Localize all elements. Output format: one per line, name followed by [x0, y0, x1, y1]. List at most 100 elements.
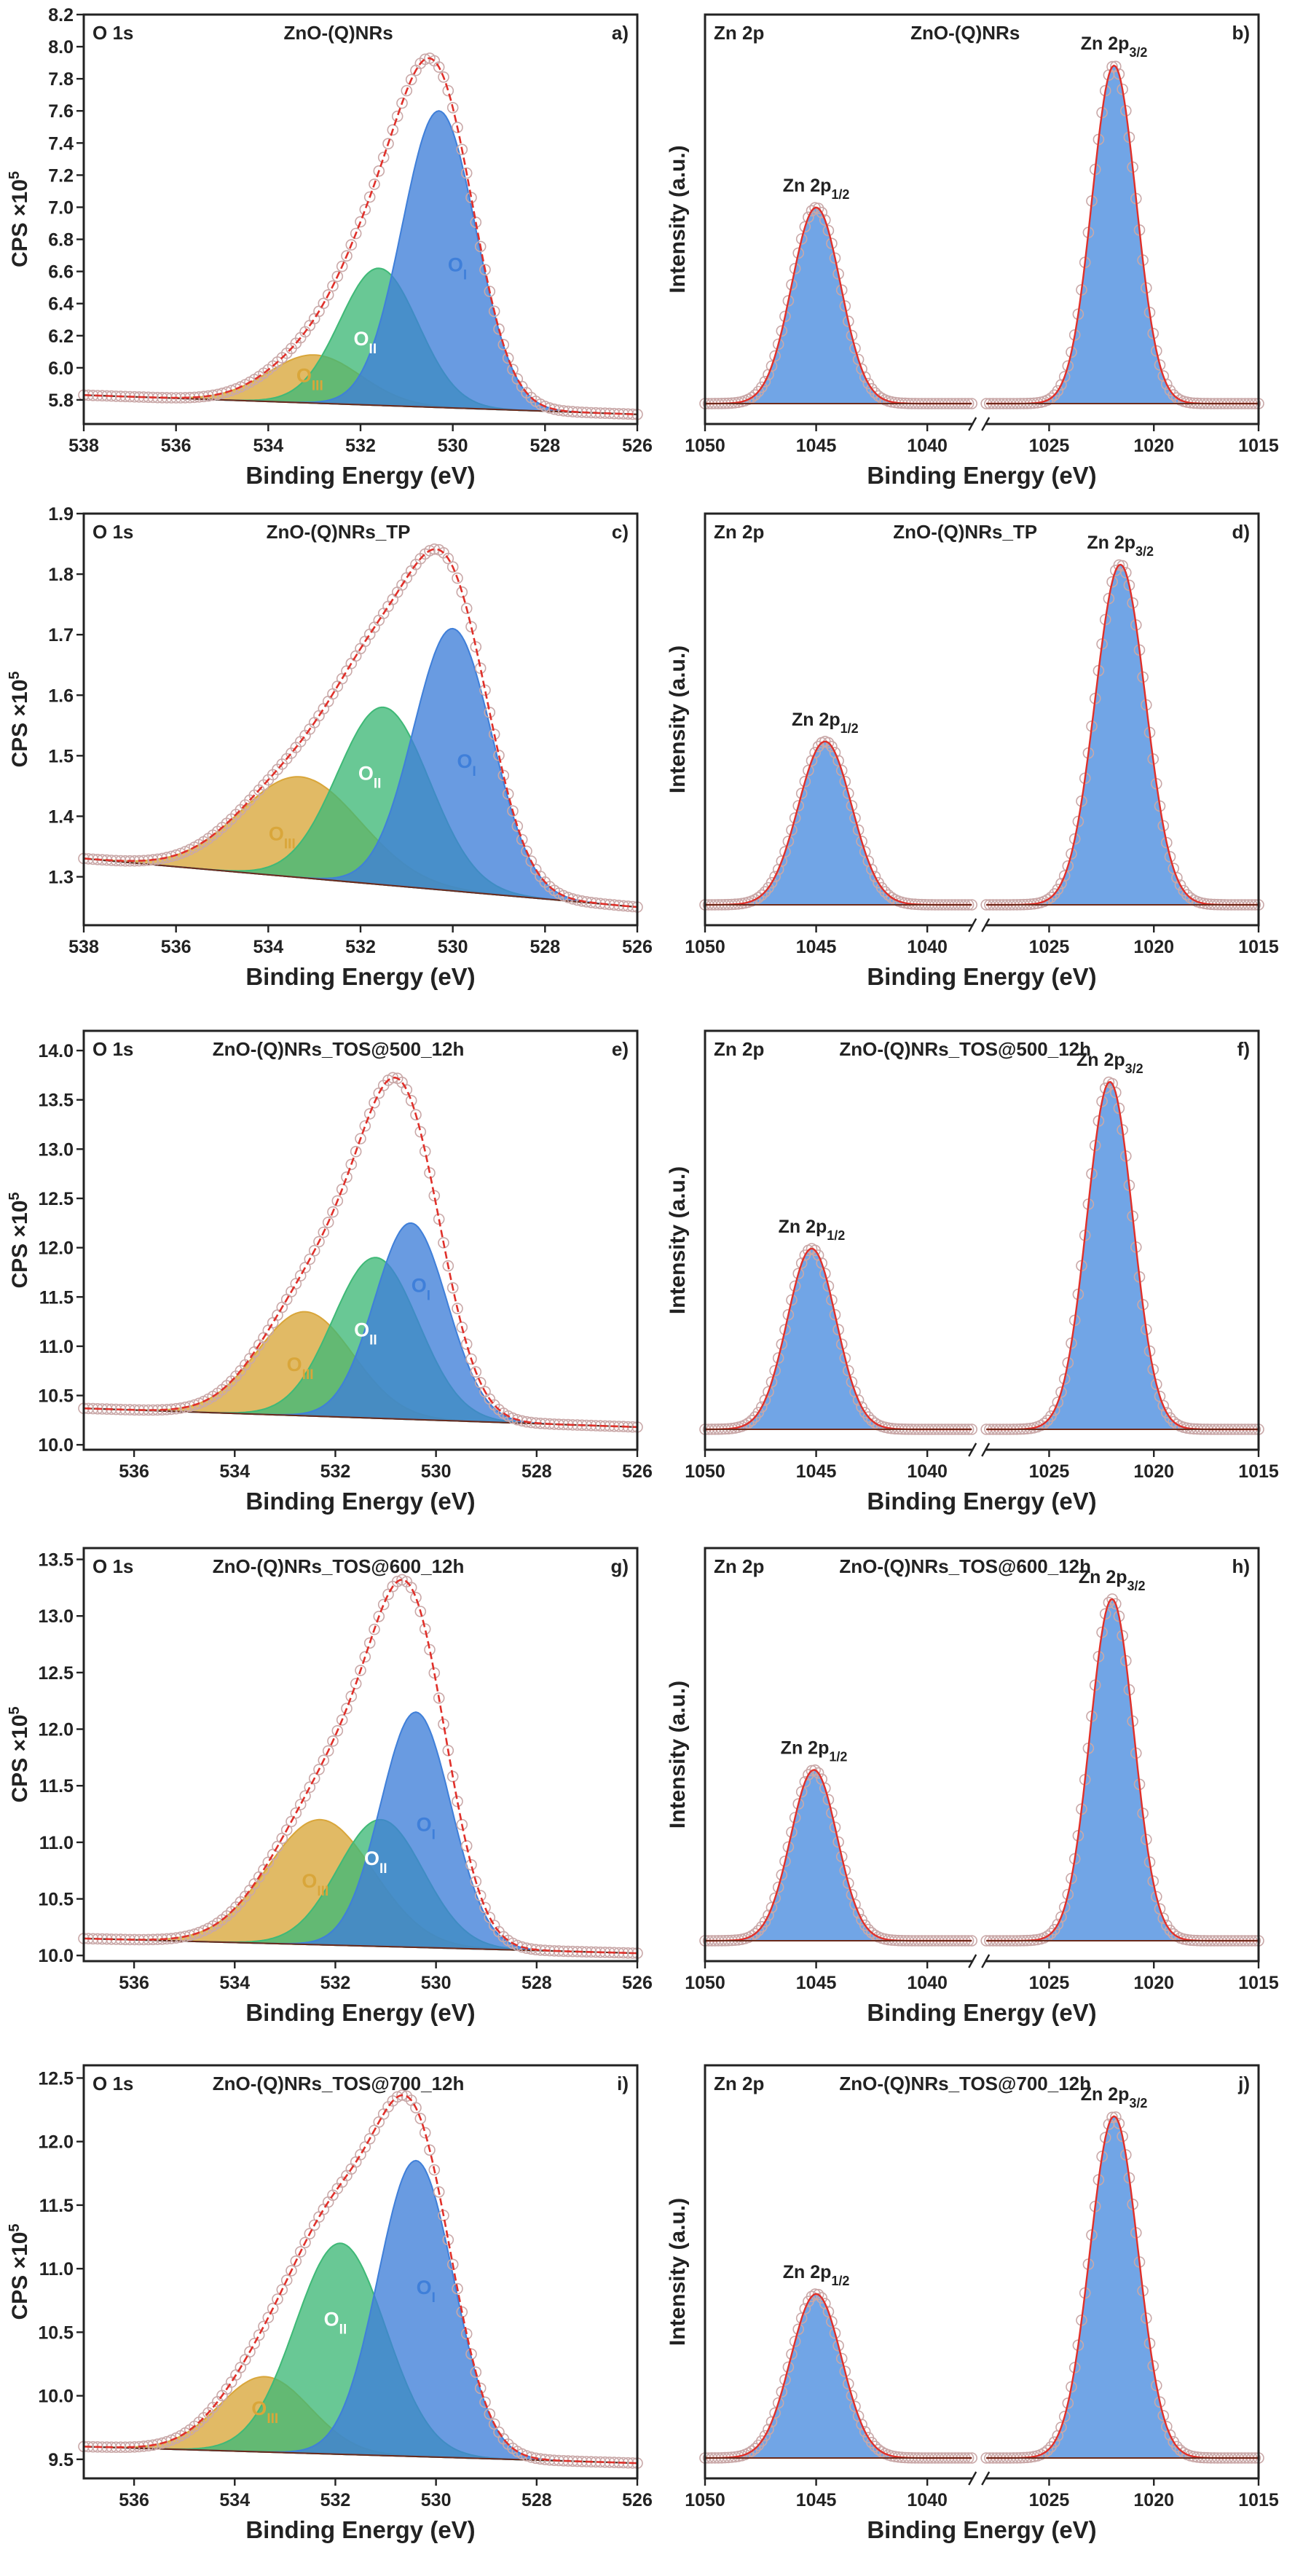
spectrum-region-label: Zn 2p [714, 2073, 764, 2094]
raw-data-point [826, 237, 838, 250]
spectrum-region-label: O 1s [92, 1555, 133, 1577]
raw-data-point [414, 1606, 427, 1617]
x-tick-label: 1045 [796, 1973, 837, 1993]
raw-data-point [359, 203, 371, 216]
axis-break-gap [973, 1445, 985, 1454]
raw-data-point [304, 1781, 316, 1793]
raw-data-point [493, 750, 505, 761]
x-tick-label: 530 [421, 2490, 452, 2510]
zn-peak-label: Zn 2p3/2 [1076, 1050, 1143, 1076]
raw-data-point [809, 747, 821, 758]
y-tick-label: 12.0 [38, 1720, 74, 1740]
x-axis-label: Binding Energy (eV) [867, 1488, 1096, 1515]
raw-data-point [304, 2228, 316, 2239]
raw-data-point [419, 1623, 431, 1635]
raw-data-point [470, 1875, 482, 1888]
raw-data-point [1106, 2111, 1118, 2124]
raw-data-point [859, 2426, 871, 2438]
component-label-sub: II [374, 776, 382, 791]
x-axis-label: Binding Energy (eV) [245, 1488, 475, 1515]
fit-envelope [83, 57, 638, 416]
raw-data-point [474, 240, 487, 253]
raw-data-point [752, 1407, 764, 1418]
raw-data-point [479, 684, 491, 696]
raw-data-point [803, 764, 814, 777]
raw-data-point [1184, 892, 1197, 904]
x-tick-label: 1015 [1238, 1973, 1279, 1993]
raw-data-point [826, 740, 838, 753]
raw-data-point [585, 1419, 597, 1432]
raw-data-point [1052, 884, 1064, 895]
x-tick-label: 532 [345, 436, 376, 456]
x-tick-label: 534 [253, 436, 283, 456]
component-label-main: O [412, 1275, 427, 1297]
raw-data-point [835, 764, 848, 777]
raw-data-point [170, 1932, 182, 1944]
raw-data-point [1052, 1918, 1064, 1931]
spectrum-region-label: O 1s [92, 1038, 133, 1060]
raw-data-point [341, 1703, 353, 1714]
raw-data-point [322, 288, 334, 301]
component-label-sub: III [312, 378, 323, 393]
raw-data-point [465, 1353, 477, 1365]
raw-data-point [446, 1282, 459, 1294]
sample-title: ZnO-(Q)NRs_TOS@500_12h [213, 1038, 465, 1060]
y-axis-label-exponent: 5 [7, 671, 23, 679]
raw-data-point [147, 391, 159, 404]
panel-h: 1050 1045 1040 1025 1020 1015 Binding Energy (… [666, 1547, 1279, 2026]
raw-data-point [846, 1376, 858, 1388]
spectrum-region-label: Zn 2p [714, 1555, 764, 1577]
raw-data-point [280, 2274, 293, 2286]
raw-data-point [350, 1145, 362, 1158]
panel-letter: j) [1237, 2073, 1250, 2094]
raw-data-point [806, 755, 818, 766]
raw-data-point [327, 1735, 339, 1747]
raw-data-point [225, 2376, 237, 2388]
raw-data-point [424, 1644, 436, 1656]
zn-peak-area [705, 2293, 972, 2459]
panel-letter: d) [1232, 521, 1250, 543]
raw-data-point [484, 2408, 496, 2420]
x-tick-label: 532 [345, 937, 376, 957]
raw-data-point [752, 1925, 764, 1936]
y-tick-label: 12.5 [38, 1189, 74, 1209]
raw-data-point [792, 247, 804, 259]
y-tick-label: 10.0 [38, 2387, 74, 2407]
raw-data-point [562, 2455, 574, 2467]
raw-data-point [286, 2265, 297, 2277]
raw-data-point [363, 1108, 376, 1120]
raw-data-point [1058, 870, 1071, 881]
raw-data-point [470, 2366, 482, 2378]
raw-data-point [405, 1095, 417, 1107]
component-label-main: O [269, 823, 284, 845]
x-tick-label: 528 [521, 1973, 552, 1993]
raw-data-point [424, 2144, 436, 2156]
raw-data-point [92, 390, 103, 401]
x-tick-label: 1045 [796, 1461, 837, 1482]
raw-data-point [331, 270, 344, 283]
raw-data-point [1151, 1378, 1162, 1391]
raw-data-point [580, 407, 593, 419]
raw-data-point [193, 1926, 205, 1939]
raw-data-point [553, 1418, 565, 1430]
y-tick-label: 1.4 [48, 806, 74, 827]
raw-data-point [114, 2441, 127, 2453]
raw-data-point [792, 800, 804, 812]
raw-data-point [594, 2456, 607, 2468]
raw-data-point [799, 1776, 811, 1788]
raw-data-point [327, 1206, 339, 1218]
raw-data-point [543, 1418, 556, 1430]
raw-data-point [294, 2246, 307, 2258]
raw-data-point [272, 2293, 283, 2305]
raw-data-point [832, 268, 844, 280]
raw-data-point [497, 339, 510, 350]
raw-data-point [341, 665, 353, 677]
raw-data-point [446, 561, 459, 573]
raw-data-point [856, 363, 867, 375]
raw-data-point [1066, 1872, 1077, 1885]
y-tick-label: 7.2 [48, 165, 74, 186]
raw-data-point [763, 1386, 774, 1398]
raw-data-point [465, 2348, 477, 2360]
raw-data-point [456, 1818, 468, 1831]
component-label-sub: I [473, 763, 476, 779]
